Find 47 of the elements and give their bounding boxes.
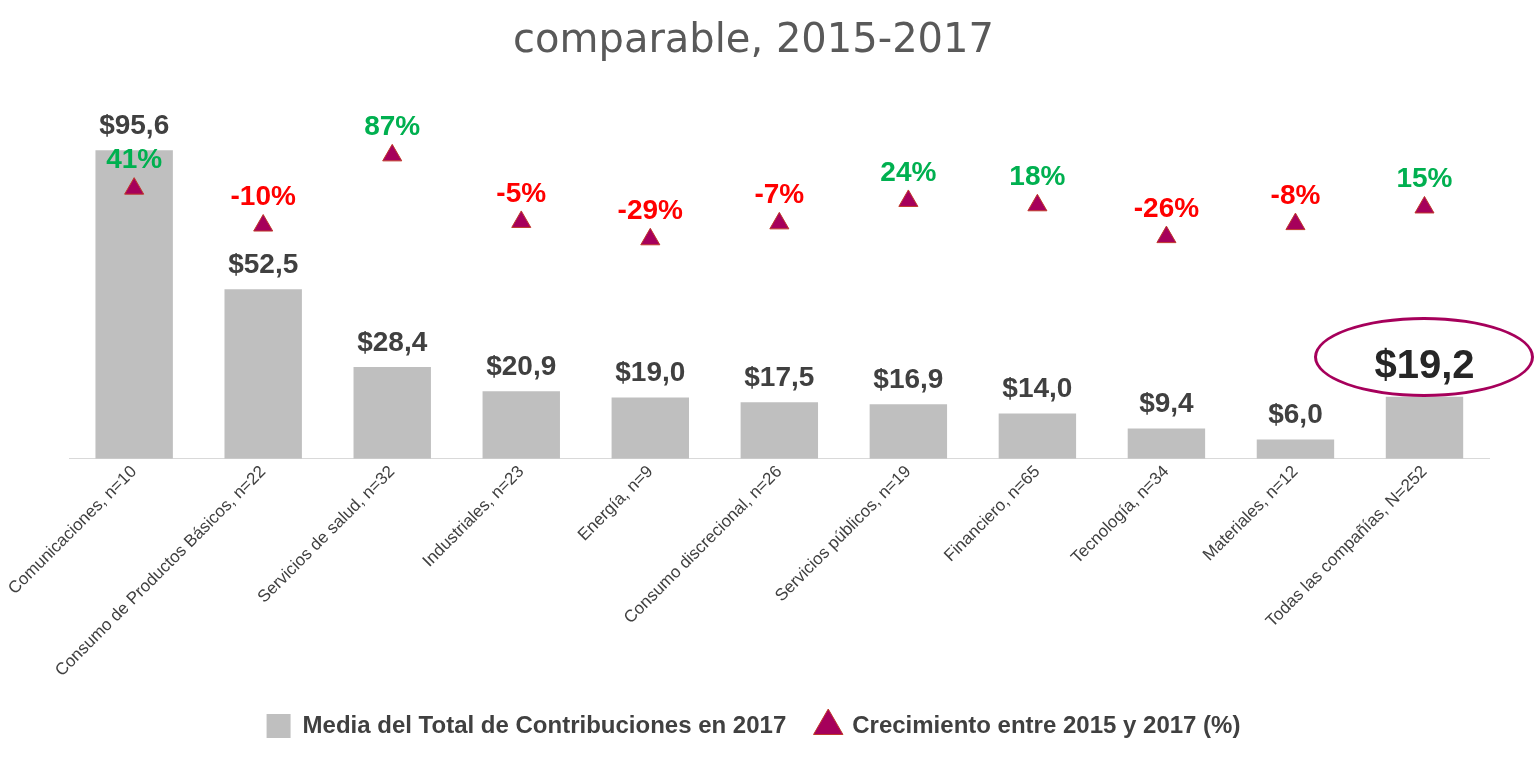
legend-label: Crecimiento entre 2015 y 2017 (%) [852, 710, 1241, 738]
bar [353, 367, 431, 459]
bar [740, 402, 819, 459]
data-label: 18% [1009, 160, 1066, 191]
bar [869, 404, 948, 459]
point [769, 211, 790, 230]
data-label: $28,4 [357, 325, 428, 357]
data-label: -8% [1270, 178, 1321, 210]
chart-title: comparable, 2015-2017 [513, 15, 994, 62]
data-label: $19,0 [615, 356, 686, 388]
point [382, 143, 403, 162]
data-label: $95,6 [99, 108, 170, 140]
bar [224, 289, 302, 459]
point [253, 214, 274, 232]
data-label: 15% [1396, 162, 1453, 194]
point [124, 177, 145, 195]
data-label: -29% [617, 194, 684, 225]
legend-label: Media del Total de Contribuciones en 2017 [302, 710, 787, 738]
point [898, 189, 919, 207]
point [1414, 195, 1435, 214]
data-label: $16,9 [873, 362, 944, 394]
bar [95, 150, 173, 459]
data-label: $14,0 [1002, 372, 1073, 404]
bar [1385, 396, 1464, 459]
bar [1256, 439, 1335, 459]
point [511, 210, 532, 228]
data-label: 87% [364, 110, 421, 142]
point [1027, 193, 1048, 212]
data-label: $6,0 [1268, 398, 1323, 430]
bar [482, 391, 560, 459]
bar [1127, 428, 1206, 459]
point [1285, 212, 1306, 231]
data-label: $17,5 [744, 361, 815, 392]
data-label: $19,2 [1374, 341, 1475, 386]
point [1156, 225, 1177, 244]
data-label: $20,9 [486, 350, 557, 382]
data-label: $52,5 [228, 248, 299, 280]
bar [998, 413, 1077, 459]
bar [611, 397, 689, 459]
data-label: -7% [754, 178, 805, 210]
point [640, 227, 661, 246]
data-label: -5% [496, 176, 547, 208]
data-label: -26% [1133, 191, 1200, 223]
data-label: $9,4 [1139, 387, 1195, 419]
data-label: 24% [880, 155, 937, 187]
data-label: 41% [106, 143, 163, 175]
data-label: -10% [230, 180, 296, 212]
